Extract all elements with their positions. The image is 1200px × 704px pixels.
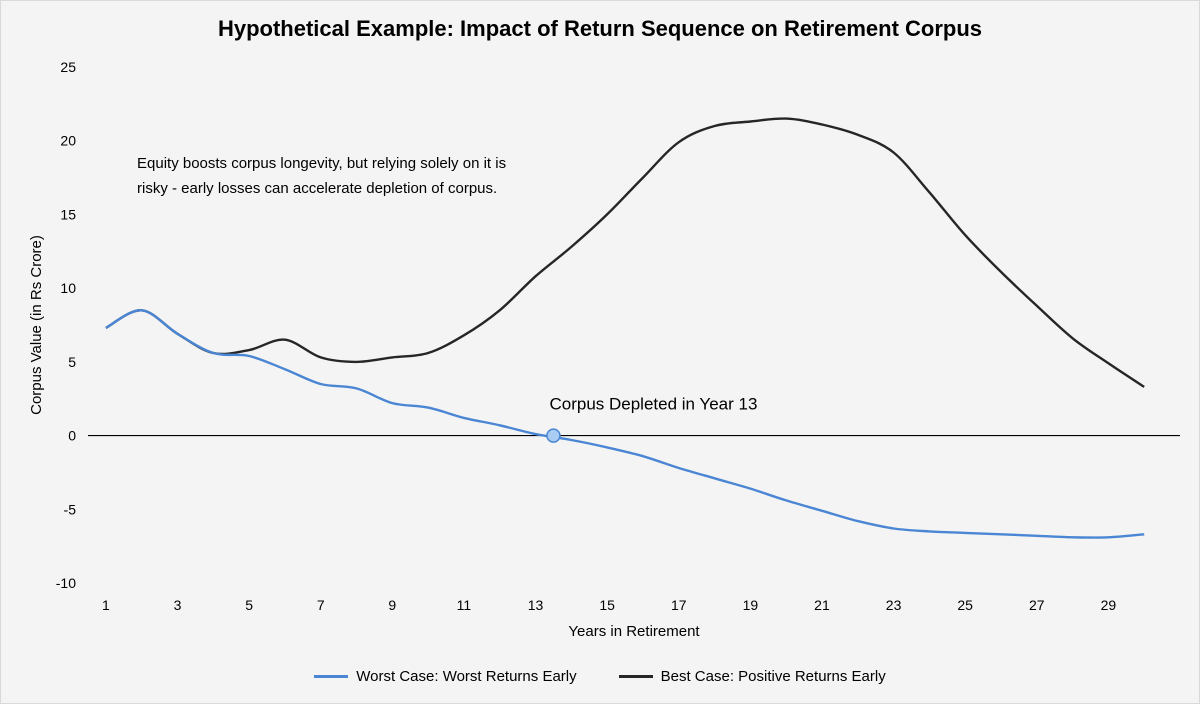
x-tick-label: 25 bbox=[957, 597, 973, 613]
series-line-worst-case bbox=[105, 309, 1145, 539]
x-tick-label: 11 bbox=[457, 597, 472, 613]
x-tick-label: 15 bbox=[599, 597, 615, 613]
x-tick-label: 27 bbox=[1029, 597, 1045, 613]
legend-swatch-worst bbox=[314, 675, 349, 678]
x-tick-label: 7 bbox=[317, 597, 325, 613]
y-tick-label: -10 bbox=[56, 575, 76, 591]
legend-item-best[interactable]: Best Case: Positive Returns Early bbox=[618, 668, 886, 685]
x-tick-label: 9 bbox=[388, 597, 396, 613]
x-tick-label: 3 bbox=[174, 597, 182, 613]
y-tick-label: 20 bbox=[60, 133, 76, 149]
legend-label-best: Best Case: Positive Returns Early bbox=[660, 668, 886, 685]
legend-swatch-best bbox=[618, 675, 653, 678]
y-tick-label: 15 bbox=[60, 206, 76, 222]
legend: Worst Case: Worst Returns Early Best Cas… bbox=[0, 668, 1200, 685]
x-tick-label: 29 bbox=[1101, 597, 1117, 613]
x-tick-label: 1 bbox=[102, 597, 110, 613]
x-tick-label: 17 bbox=[671, 597, 687, 613]
y-tick-label: -5 bbox=[64, 501, 77, 517]
depletion-marker bbox=[546, 428, 561, 443]
x-tick-label: 5 bbox=[245, 597, 253, 613]
x-tick-label: 19 bbox=[743, 597, 759, 613]
y-tick-label: 10 bbox=[60, 280, 76, 296]
x-tick-label: 21 bbox=[814, 597, 830, 613]
annotation-line-2: risky - early losses can accelerate depl… bbox=[137, 180, 497, 197]
y-axis-ticks: -10 -5 0 5 10 15 20 25 bbox=[56, 59, 76, 591]
legend-item-worst[interactable]: Worst Case: Worst Returns Early bbox=[314, 668, 577, 685]
series-line-best-case bbox=[105, 117, 1145, 388]
y-axis-label: Corpus Value (in Rs Crore) bbox=[28, 235, 45, 415]
y-tick-label: 5 bbox=[68, 354, 76, 370]
chart-title: Hypothetical Example: Impact of Return S… bbox=[217, 16, 983, 41]
y-tick-label: 25 bbox=[60, 59, 76, 75]
x-tick-label: 13 bbox=[528, 597, 544, 613]
depletion-label: Corpus Depleted in Year 13 bbox=[549, 395, 757, 414]
series-layer bbox=[105, 117, 1145, 539]
x-axis-label: Years in Retirement bbox=[568, 623, 700, 640]
x-tick-label: 23 bbox=[886, 597, 902, 613]
legend-label-worst: Worst Case: Worst Returns Early bbox=[356, 668, 577, 685]
y-tick-label: 0 bbox=[68, 428, 76, 444]
x-axis-ticks: 1 3 5 7 9 11 13 15 17 19 21 23 25 27 29 bbox=[102, 597, 1116, 613]
annotation-line-1: Equity boosts corpus longevity, but rely… bbox=[137, 155, 506, 172]
